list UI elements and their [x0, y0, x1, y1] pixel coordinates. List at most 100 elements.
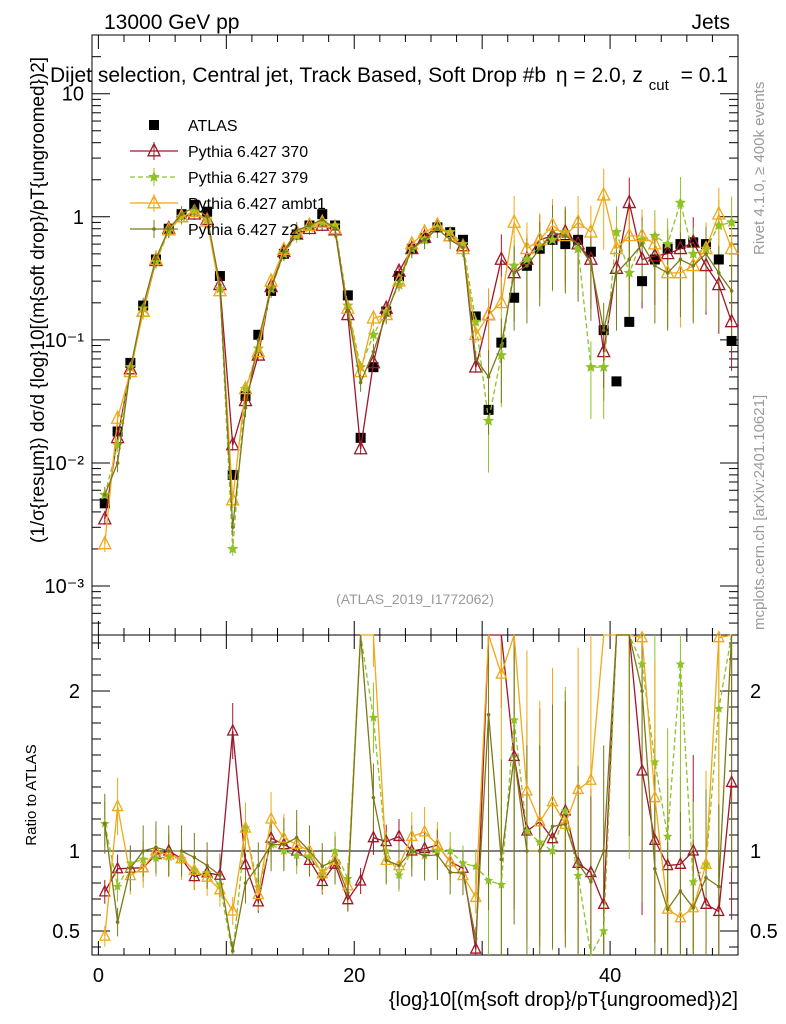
- data-point: [550, 230, 555, 234]
- data-point: [458, 858, 468, 868]
- data-point: [227, 543, 239, 554]
- data-point: [294, 228, 299, 232]
- data-point: [410, 246, 414, 251]
- header-left: 13000 GeV pp: [104, 11, 239, 34]
- data-point: [379, 306, 394, 321]
- data-point: [304, 851, 315, 861]
- plot-title-params: η = 2.0, z: [556, 64, 643, 87]
- data-point: [537, 849, 542, 853]
- data-point: [461, 245, 465, 250]
- data-point: [320, 217, 325, 222]
- data-point: [397, 279, 401, 283]
- data-point: [584, 865, 597, 878]
- data-point: [636, 233, 648, 245]
- data-point: [418, 824, 431, 837]
- data-point: [282, 842, 286, 847]
- data-point: [149, 843, 163, 856]
- data-point: [461, 871, 465, 875]
- data-point: [624, 316, 635, 327]
- data-point: [509, 292, 520, 303]
- data-point: [713, 219, 725, 231]
- data-point: [148, 171, 160, 182]
- ratio-tick-label: 2: [69, 681, 80, 703]
- data-point: [380, 834, 393, 847]
- y-tick-label: 10: [62, 84, 84, 106]
- data-point: [560, 806, 571, 815]
- data-point: [277, 830, 290, 843]
- data-point: [674, 196, 687, 208]
- data-point: [230, 525, 235, 530]
- data-point: [269, 842, 273, 847]
- data-point: [691, 263, 696, 268]
- ratio-line: [104, 634, 733, 950]
- data-point: [691, 905, 696, 910]
- x-tick-label: 0: [93, 965, 104, 987]
- data-point: [102, 493, 107, 497]
- data-point: [137, 860, 150, 873]
- data-point: [162, 847, 175, 860]
- legend-label: Pythia 6.427 379: [188, 170, 308, 187]
- data-point: [649, 229, 661, 241]
- data-point: [432, 846, 443, 855]
- data-point: [151, 853, 161, 863]
- data-point: [316, 866, 329, 879]
- data-point: [289, 223, 304, 238]
- series-line: [104, 200, 732, 550]
- data-point: [192, 855, 197, 860]
- data-point: [573, 870, 583, 880]
- data-point: [678, 889, 683, 893]
- data-point: [276, 241, 291, 256]
- x-axis-label: {log}10[(m{soft drop}/pT{ungroomed})2]: [389, 989, 738, 1011]
- data-point: [282, 249, 286, 254]
- data-point: [725, 216, 738, 228]
- data-point: [214, 271, 225, 282]
- data-point: [327, 220, 343, 235]
- x-tick-label: 20: [343, 965, 365, 987]
- data-point: [307, 849, 312, 853]
- data-point: [662, 243, 673, 254]
- data-point: [572, 782, 585, 795]
- data-point: [622, 227, 637, 242]
- data-point: [698, 257, 714, 272]
- plot-title: Dijet selection, Central jet, Track Base…: [50, 64, 728, 95]
- data-point: [333, 858, 337, 863]
- data-point: [188, 862, 201, 875]
- data-point: [394, 870, 404, 880]
- data-point: [333, 226, 337, 231]
- data-point: [509, 715, 519, 725]
- data-point: [445, 846, 455, 855]
- data-point: [110, 409, 125, 424]
- data-point: [205, 863, 209, 868]
- data-point: [152, 227, 156, 231]
- data-point: [711, 205, 726, 220]
- data-point: [495, 666, 508, 679]
- data-point: [711, 276, 726, 291]
- data-point: [201, 869, 214, 882]
- data-point: [330, 846, 340, 855]
- data-point: [598, 361, 610, 372]
- data-point: [368, 712, 379, 722]
- legend-item: Pythia 6.427 z2: [130, 220, 298, 239]
- data-point: [473, 357, 478, 361]
- data-point: [726, 335, 737, 346]
- data-point: [205, 214, 209, 219]
- data-point: [662, 831, 673, 841]
- data-point: [227, 469, 238, 480]
- data-point: [179, 849, 184, 853]
- data-point: [537, 246, 542, 251]
- data-point: [138, 854, 148, 864]
- ratio-panel-frame: [91, 634, 739, 956]
- data-point: [354, 873, 367, 886]
- data-point: [468, 358, 483, 373]
- data-point: [712, 630, 725, 643]
- data-point: [648, 790, 661, 803]
- y-tick-label: 10⁻³: [45, 576, 85, 598]
- data-point: [256, 338, 261, 342]
- data-point: [98, 884, 111, 897]
- data-point: [444, 854, 457, 867]
- header-right: Jets: [691, 11, 730, 34]
- data-point: [623, 266, 635, 278]
- data-point: [112, 881, 123, 891]
- y-tick-label: 10⁻²: [45, 453, 85, 475]
- data-point: [483, 875, 494, 885]
